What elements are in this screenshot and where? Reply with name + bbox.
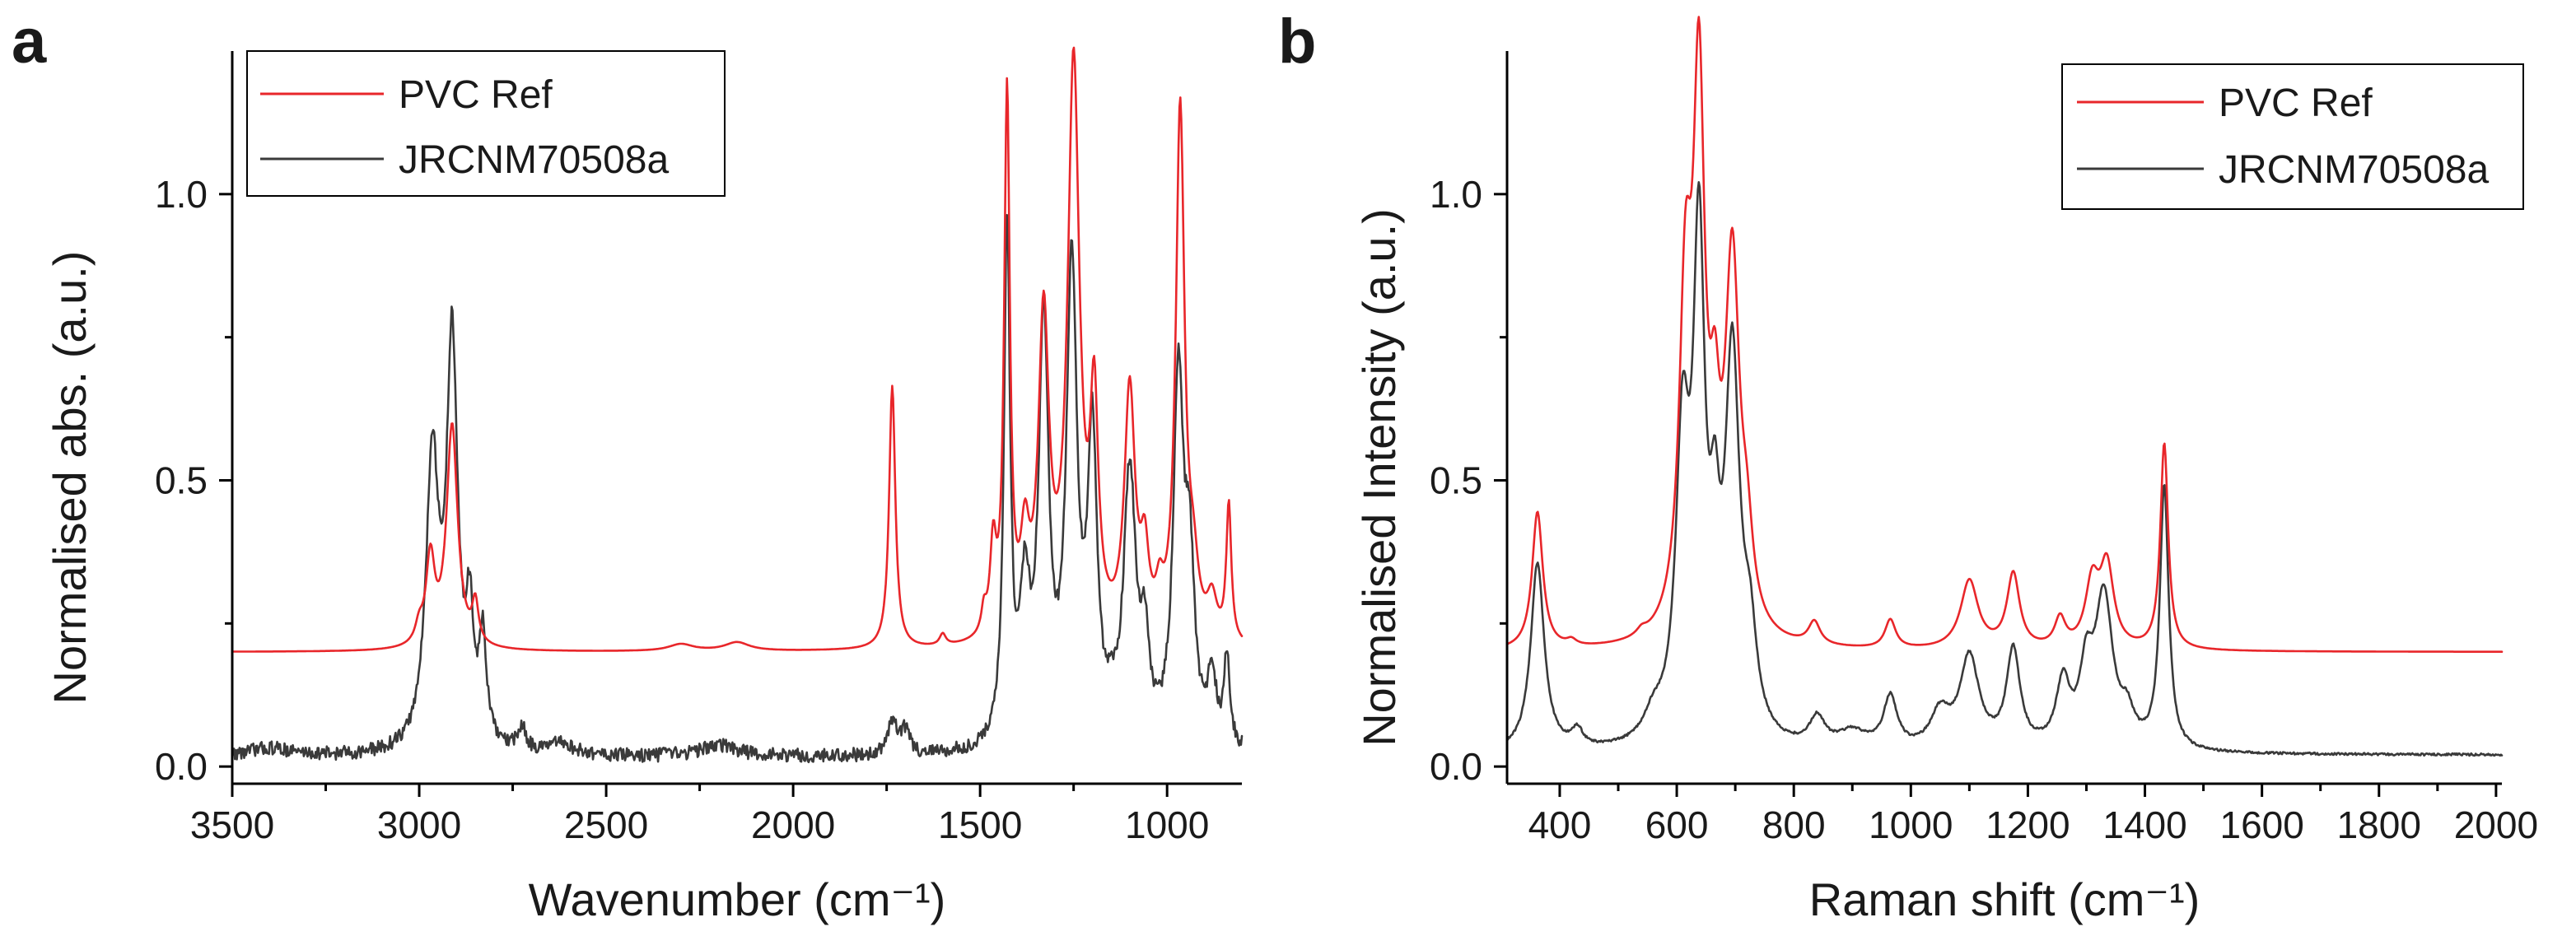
panel-b-legend: PVC Ref JRCNM70508a	[2061, 63, 2524, 210]
panel-a-legend: PVC Ref JRCNM70508a	[246, 50, 726, 197]
panel-a-x-tick-label: 1500	[938, 803, 1022, 846]
panel-a-y-tick-label: 0.0	[155, 745, 208, 788]
panel-b-x-tick-label: 400	[1528, 803, 1592, 846]
panel-b-x-tick-label: 1800	[2337, 803, 2421, 846]
panel-a-series-sample	[231, 213, 1244, 764]
panel-b-label: b	[1278, 7, 1316, 77]
panel-a-y-tick-label: 0.5	[155, 459, 208, 501]
panel-b-x-tick-label: 1000	[1869, 803, 1953, 846]
panel-a-x-tick-label: 3500	[190, 803, 274, 846]
panel-b-x-tick-label: 600	[1645, 803, 1709, 846]
panel-a-x-tick-label: 3000	[377, 803, 461, 846]
panel-a-label: a	[12, 7, 47, 77]
panel-b-legend-label-sample: JRCNM70508a	[2219, 148, 2489, 192]
panel-b-y-tick-label: 1.0	[1430, 173, 1482, 216]
panel-a-legend-box	[246, 50, 726, 197]
panel-a-ticks: 3500 3000 2500 2000 1500 1000 0.0 0.5 1.0	[155, 51, 1242, 846]
panel-b-series-sample	[1505, 181, 2504, 757]
panel-a: a 3500 3000 2500 2000 1500 1000 0.0 0.5 1.0 Wave…	[12, 7, 1244, 925]
panel-a-series-ref	[231, 46, 1244, 653]
panel-b-y-tick-label: 0.5	[1430, 459, 1482, 501]
panel-a-plot-area	[231, 46, 1244, 764]
panel-b-x-tick-label: 1400	[2102, 803, 2186, 846]
panel-b-x-tick-label: 800	[1762, 803, 1826, 846]
panel-a-legend-label-ref: PVC Ref	[399, 73, 553, 117]
panel-b-plot-area	[1505, 16, 2504, 757]
panel-a-xlabel: Wavenumber (cm⁻¹)	[529, 873, 946, 925]
panel-b-x-tick-label: 1200	[1986, 803, 2070, 846]
panel-b-x-tick-label: 2000	[2454, 803, 2538, 846]
panel-b-ticks: 400 600 800 1000 1200 1400 1600 1800 2000 0.0 0.5 1…	[1430, 51, 2538, 846]
panel-a-ylabel: Normalised abs. (a.u.)	[44, 251, 96, 705]
panel-b: b 400 600 800 1000 1200 1400 1600 1800 2000 0.0 0.…	[1278, 7, 2538, 925]
panel-b-legend-box	[2061, 63, 2524, 210]
panel-a-x-tick-label: 2500	[564, 803, 648, 846]
panel-a-legend-label-sample: JRCNM70508a	[399, 138, 669, 182]
panel-b-x-tick-label: 1600	[2219, 803, 2303, 846]
panel-b-y-tick-label: 0.0	[1430, 745, 1482, 788]
panel-a-x-tick-label: 1000	[1125, 803, 1209, 846]
panel-b-series-ref	[1505, 16, 2504, 653]
panel-b-legend-label-ref: PVC Ref	[2219, 81, 2373, 125]
panel-a-y-tick-label: 1.0	[155, 173, 208, 216]
panel-b-ylabel: Normalised Intensity (a.u.)	[1353, 208, 1405, 747]
panel-b-xlabel: Raman shift (cm⁻¹)	[1809, 873, 2200, 925]
panel-a-x-tick-label: 2000	[751, 803, 835, 846]
